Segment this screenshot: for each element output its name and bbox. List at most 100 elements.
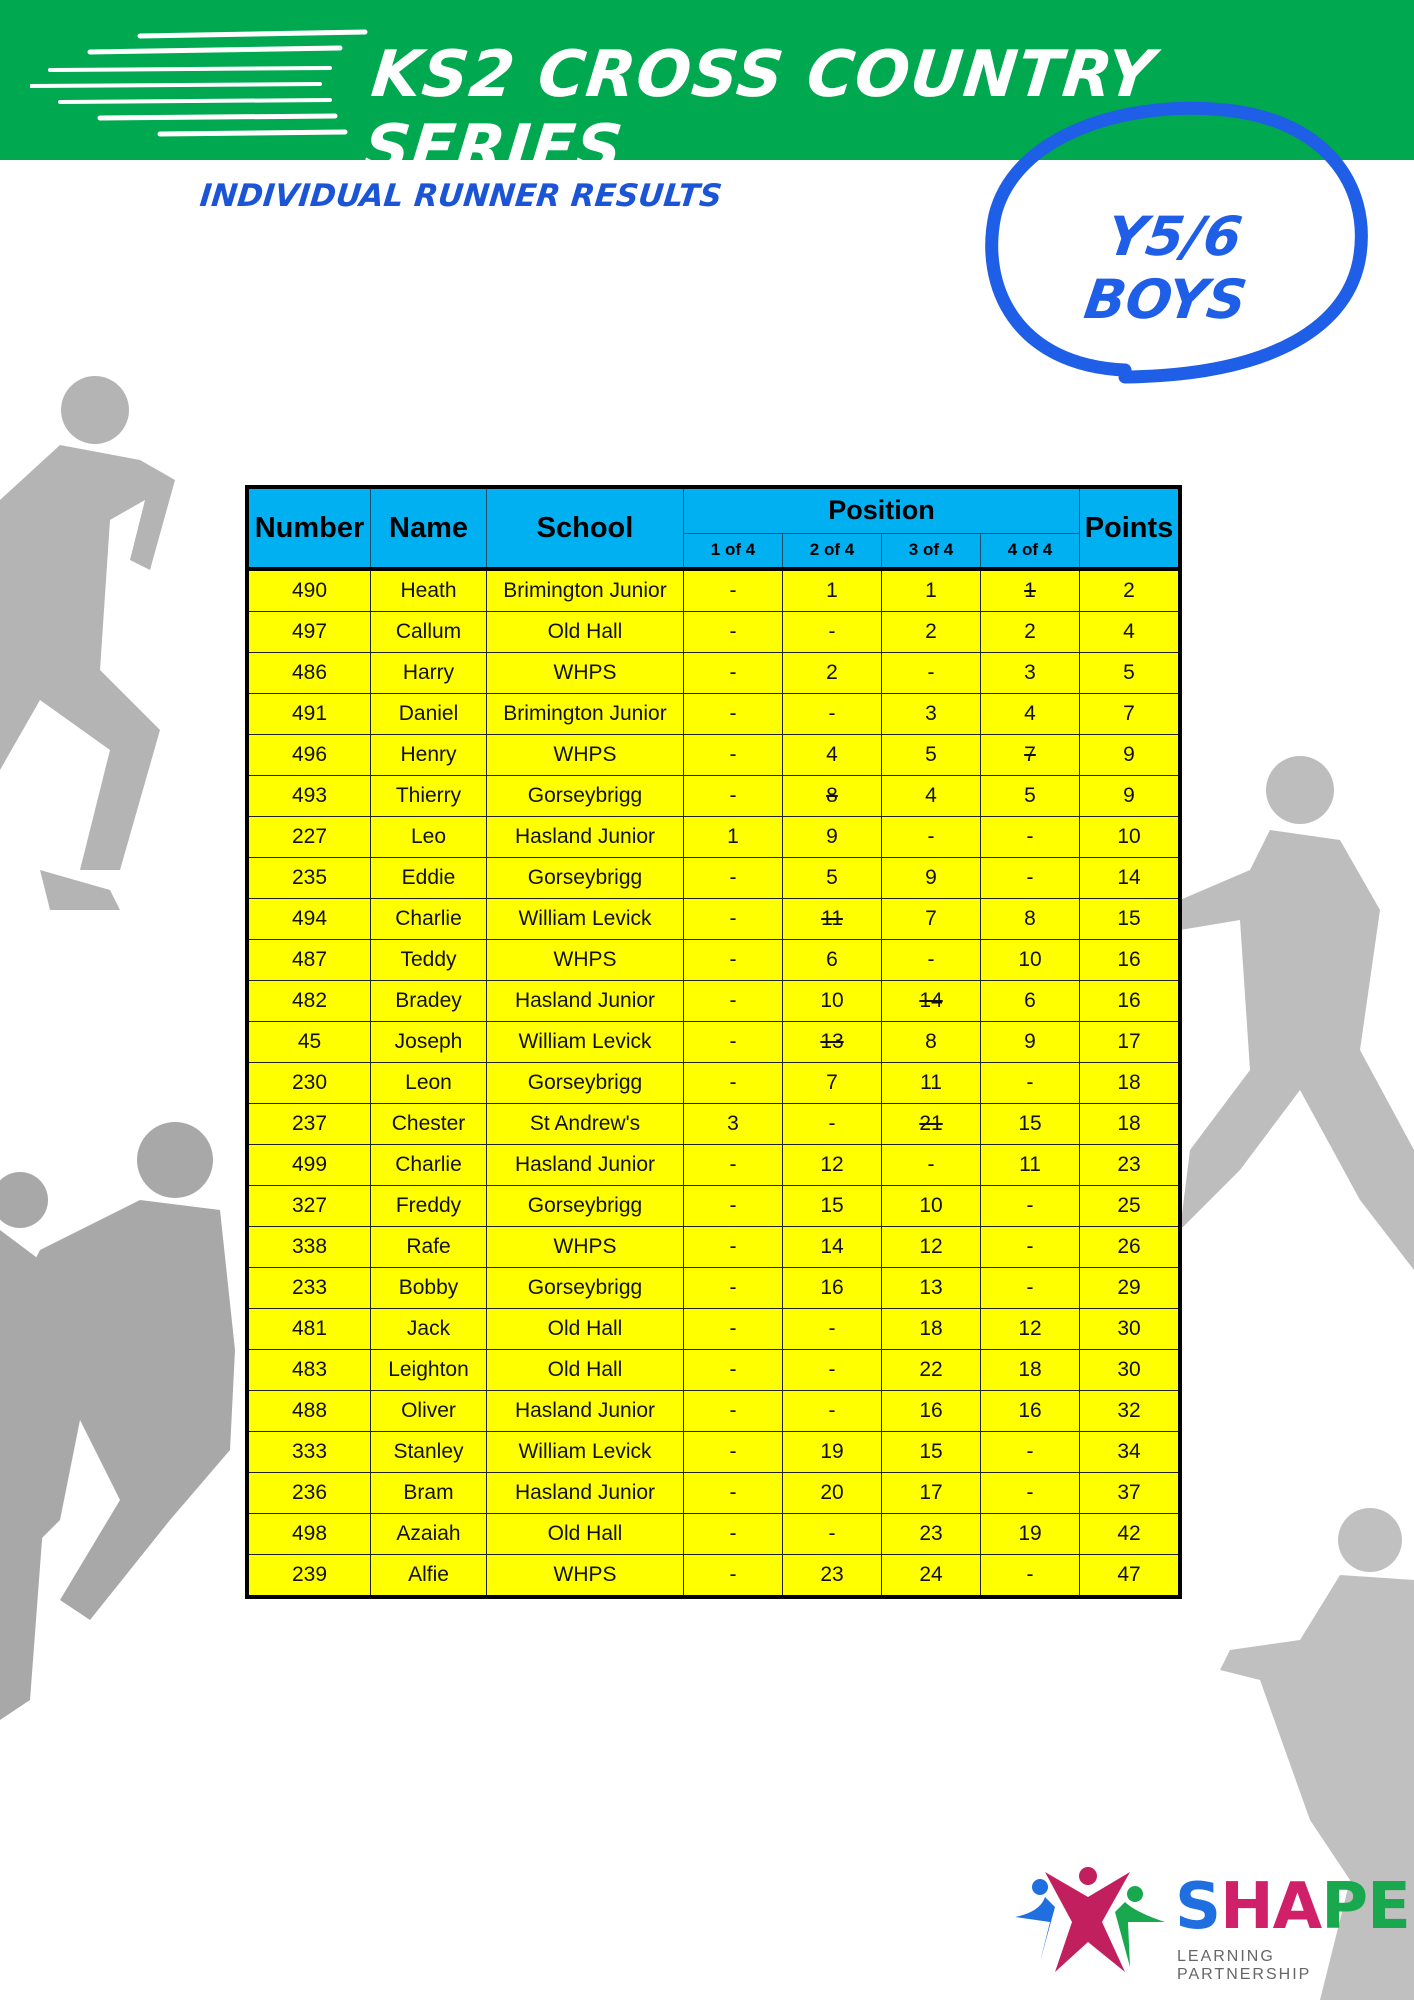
cell-race-2: 2 (782, 652, 882, 694)
header-race-3: 3 of 4 (881, 532, 981, 570)
cell-number: 482 (246, 980, 371, 1022)
cell-race-3: 8 (881, 1021, 981, 1063)
table-row: 498 Azaiah Old Hall - -23 19 42 (246, 1513, 1181, 1555)
cell-points: 17 (1079, 1021, 1181, 1063)
header-school: School (486, 486, 684, 570)
cell-race-1: - (683, 857, 783, 899)
cell-race-3: 17 (881, 1472, 981, 1514)
cell-race-1: - (683, 1144, 783, 1186)
table-row: 481 Jack Old Hall - -18 12 30 (246, 1308, 1181, 1350)
table-row: 235 Eddie Gorseybrigg -5 9-14 (246, 857, 1181, 899)
cell-points: 16 (1079, 939, 1181, 981)
cell-race-2: 10 (782, 980, 882, 1022)
shape-logo: SHAPE LEARNING PARTNERSHIP (1010, 1862, 1411, 1983)
runner-silhouette-icon (1220, 1508, 1414, 2000)
cell-school: Old Hall (486, 1513, 684, 1555)
cell-race-1: - (683, 939, 783, 981)
cell-race-1: - (683, 1308, 783, 1350)
cell-school: St Andrew's (486, 1103, 684, 1145)
table-row: 483 Leighton Old Hall - -22 18 30 (246, 1349, 1181, 1391)
cell-race-3: 3 (881, 693, 981, 735)
cell-race-1: - (683, 1226, 783, 1268)
cell-school: Gorseybrigg (486, 1267, 684, 1309)
cell-race-4: - (980, 1062, 1080, 1104)
cell-race-1: - (683, 1431, 783, 1473)
cell-points: 26 (1079, 1226, 1181, 1268)
cell-race-4: 8 (980, 898, 1080, 940)
cell-race-2: - (782, 1103, 882, 1145)
cell-number: 45 (246, 1021, 371, 1063)
cell-race-3: - (881, 652, 981, 694)
cell-race-4: 6 (980, 980, 1080, 1022)
cell-number: 486 (246, 652, 371, 694)
logo-letter: S (1175, 1870, 1221, 1944)
cell-race-2: 5 (782, 857, 882, 899)
cell-points: 30 (1079, 1308, 1181, 1350)
cell-race-1: - (683, 1554, 783, 1598)
cell-name: Chester (370, 1103, 487, 1145)
cell-race-4: 19 (980, 1513, 1080, 1555)
cell-school: Hasland Junior (486, 1144, 684, 1186)
logo-letter: A (1272, 1870, 1323, 1944)
cell-name: Leo (370, 816, 487, 858)
cell-school: WHPS (486, 652, 684, 694)
cell-race-4: 7 (980, 734, 1080, 776)
table-row: 496 Henry WHPS -4 5 7 9 (246, 734, 1181, 776)
cell-points: 5 (1079, 652, 1181, 694)
cell-race-2: - (782, 1513, 882, 1555)
table-row: 490 Heath Brimington Junior -1 1 1 2 (246, 568, 1181, 612)
cell-name: Leon (370, 1062, 487, 1104)
cell-number: 483 (246, 1349, 371, 1391)
cell-race-2: - (782, 1390, 882, 1432)
cell-school: Brimington Junior (486, 568, 684, 612)
cell-school: William Levick (486, 1431, 684, 1473)
runner-silhouette-icon (0, 376, 175, 910)
results-table: Number Name School Position Points 1 of … (245, 485, 1182, 1599)
cell-race-4: - (980, 816, 1080, 858)
header-points: Points (1079, 486, 1181, 570)
cell-number: 494 (246, 898, 371, 940)
cell-race-2: - (782, 611, 882, 653)
table-row: 497 Callum Old Hall - -2 2 4 (246, 611, 1181, 653)
header-race-4: 4 of 4 (980, 532, 1080, 570)
cell-points: 23 (1079, 1144, 1181, 1186)
cell-race-4: - (980, 857, 1080, 899)
cell-number: 487 (246, 939, 371, 981)
cell-race-1: - (683, 693, 783, 735)
cell-school: Brimington Junior (486, 693, 684, 735)
cell-number: 239 (246, 1554, 371, 1598)
table-row: 494 Charlie William Levick -11 7 8 15 (246, 898, 1181, 940)
cell-points: 2 (1079, 568, 1181, 612)
cell-race-3: 13 (881, 1267, 981, 1309)
shape-people-icon (1015, 1867, 1165, 1972)
cell-number: 237 (246, 1103, 371, 1145)
cell-name: Oliver (370, 1390, 487, 1432)
cell-race-2: 16 (782, 1267, 882, 1309)
cell-race-2: 23 (782, 1554, 882, 1598)
cell-race-4: 2 (980, 611, 1080, 653)
table-row: 230 Leon Gorseybrigg -7 11-18 (246, 1062, 1181, 1104)
cell-name: Thierry (370, 775, 487, 817)
cell-name: Charlie (370, 898, 487, 940)
table-row: 482 Bradey Hasland Junior -10 14 6 16 (246, 980, 1181, 1022)
logo-tagline: LEARNING PARTNERSHIP (1177, 1948, 1312, 1983)
cell-race-1: - (683, 1513, 783, 1555)
table-row: 487 Teddy WHPS -6-10 16 (246, 939, 1181, 981)
cell-race-2: 6 (782, 939, 882, 981)
cell-race-3: 24 (881, 1554, 981, 1598)
cell-race-4: - (980, 1472, 1080, 1514)
category-label: Y5/6 BOYS (1080, 205, 1251, 331)
cell-number: 490 (246, 568, 371, 612)
cell-race-1: - (683, 652, 783, 694)
cell-race-2: 8 (782, 775, 882, 817)
cell-name: Alfie (370, 1554, 487, 1598)
cell-race-1: - (683, 1062, 783, 1104)
cell-race-4: 5 (980, 775, 1080, 817)
cell-name: Azaiah (370, 1513, 487, 1555)
cell-name: Eddie (370, 857, 487, 899)
header-number: Number (246, 486, 371, 570)
cell-race-2: 15 (782, 1185, 882, 1227)
cell-points: 14 (1079, 857, 1181, 899)
table-row: 486 Harry WHPS -2-3 5 (246, 652, 1181, 694)
cell-name: Daniel (370, 693, 487, 735)
